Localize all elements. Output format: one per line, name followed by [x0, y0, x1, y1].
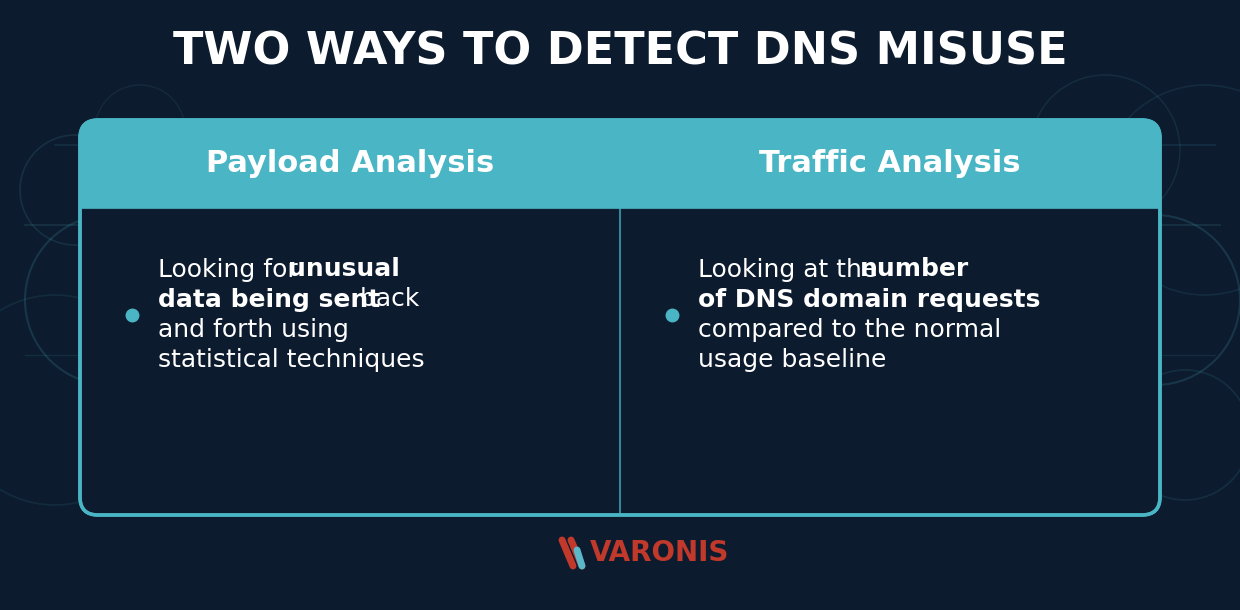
Text: back: back [352, 287, 420, 312]
Text: Looking for: Looking for [157, 257, 306, 281]
Text: of DNS domain requests: of DNS domain requests [698, 287, 1040, 312]
Text: unusual: unusual [288, 257, 399, 281]
Text: Traffic Analysis: Traffic Analysis [759, 149, 1021, 179]
Text: TWO WAYS TO DETECT DNS MISUSE: TWO WAYS TO DETECT DNS MISUSE [172, 30, 1068, 73]
Text: VARONIS: VARONIS [590, 539, 729, 567]
Text: compared to the normal: compared to the normal [698, 317, 1001, 342]
Text: Looking at the: Looking at the [698, 257, 885, 281]
Text: usage baseline: usage baseline [698, 348, 887, 371]
Bar [81, 162, 1159, 208]
Text: and forth using: and forth using [157, 317, 348, 342]
Text: number: number [861, 257, 970, 281]
Text: data being sent: data being sent [157, 287, 381, 312]
FancyBboxPatch shape [81, 120, 1159, 515]
Text: statistical techniques: statistical techniques [157, 348, 424, 371]
Text: Payload Analysis: Payload Analysis [206, 149, 494, 179]
FancyBboxPatch shape [81, 120, 1159, 208]
